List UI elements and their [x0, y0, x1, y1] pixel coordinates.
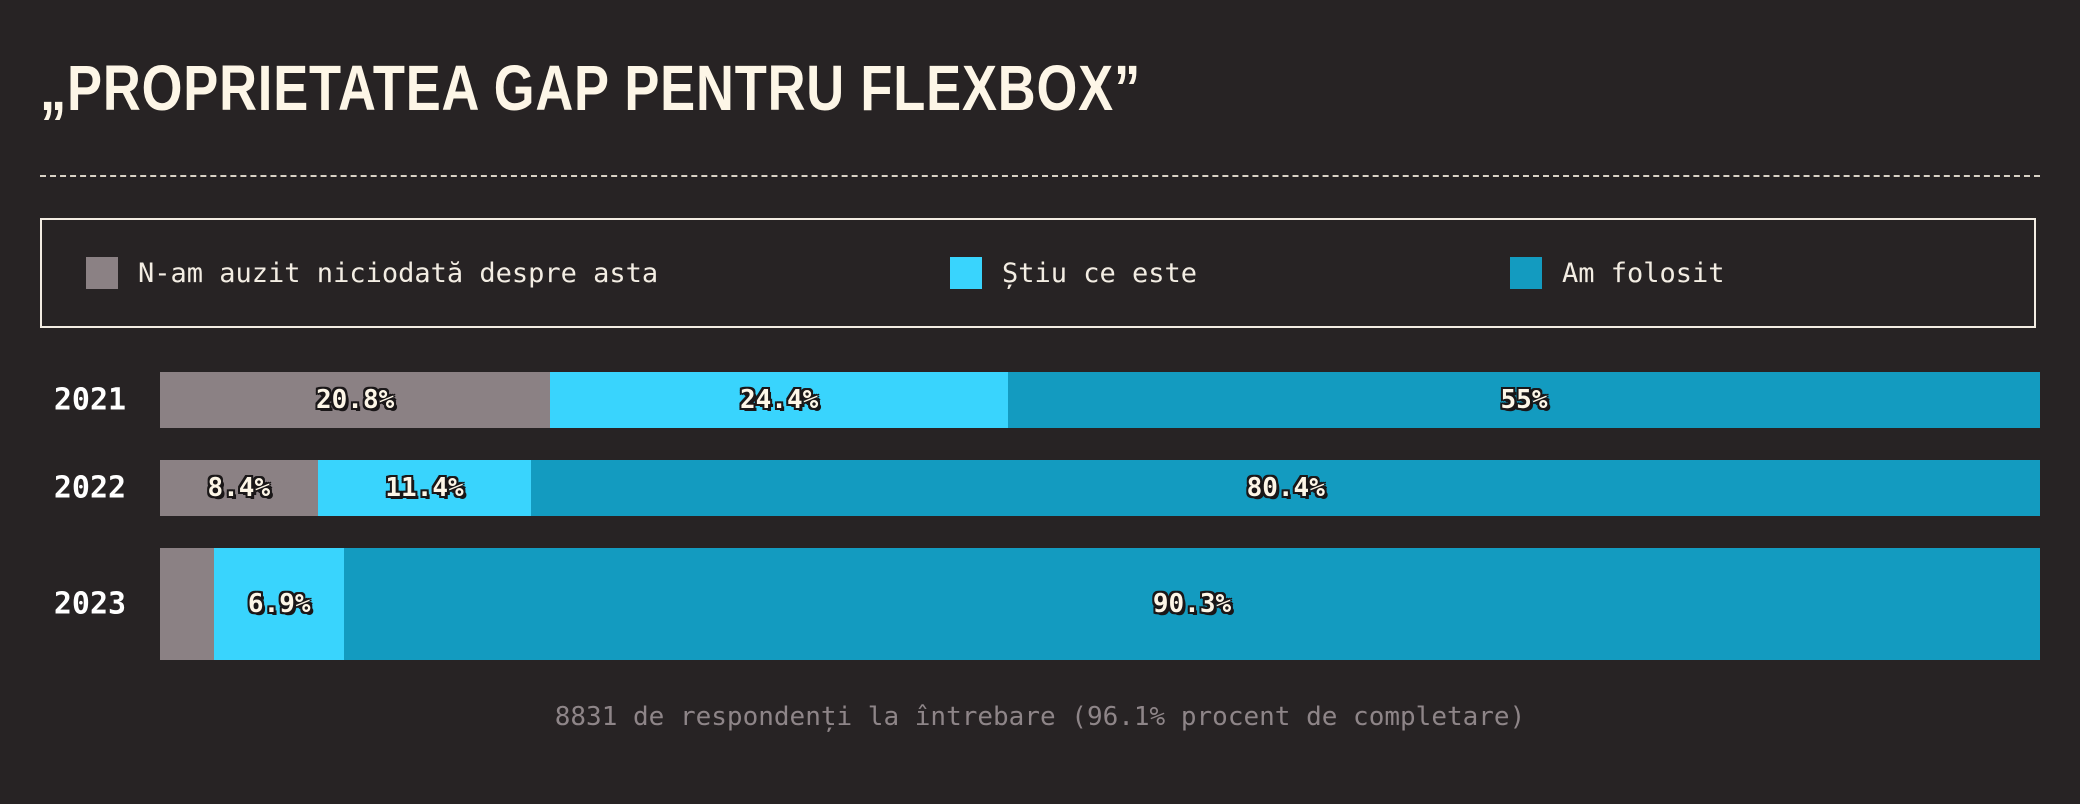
- year-label-2022: 2022: [53, 470, 127, 506]
- bar-row-2022: 8.4% 11.4% 80.4%: [160, 460, 2040, 516]
- legend-label: Știu ce este: [1002, 257, 1198, 289]
- bar-segment-2021-used-it[interactable]: 55%: [1008, 372, 2040, 428]
- legend-swatch-never-heard: [86, 257, 118, 289]
- chart-title: „PROPRIETATEA GAP PENTRU FLEXBOX”: [40, 52, 1142, 124]
- bar-segment-2023-never-heard[interactable]: [160, 548, 215, 660]
- legend-item-know-what-it-is[interactable]: Știu ce este: [950, 220, 1197, 326]
- bar-value-label: 8.4%: [207, 473, 271, 503]
- bar-row-2023: 6.9% 90.3%: [160, 548, 2040, 660]
- year-label-2021: 2021: [53, 382, 127, 418]
- legend-label: Am folosit: [1562, 257, 1725, 289]
- bar-segment-2023-used-it[interactable]: 90.3%: [344, 548, 2040, 660]
- legend-label: N-am auzit niciodată despre asta: [138, 257, 659, 289]
- bar-value-label: 11.4%: [385, 473, 464, 503]
- bar-segment-2022-know-what-it-is[interactable]: 11.4%: [317, 460, 532, 516]
- bar-value-label: 6.9%: [247, 589, 311, 619]
- year-label-2023: 2023: [53, 586, 127, 622]
- bar-segment-2021-never-heard[interactable]: 20.8%: [160, 372, 551, 428]
- legend-item-never-heard[interactable]: N-am auzit niciodată despre asta: [86, 220, 658, 326]
- legend-swatch-know-what-it-is: [950, 257, 982, 289]
- bar-value-label: 24.4%: [740, 385, 819, 415]
- bar-value-label: 80.4%: [1246, 473, 1325, 503]
- bar-row-2021: 20.8% 24.4% 55%: [160, 372, 2040, 428]
- bar-segment-2022-never-heard[interactable]: 8.4%: [160, 460, 318, 516]
- bar-value-label: 90.3%: [1152, 589, 1232, 619]
- bar-segment-2021-know-what-it-is[interactable]: 24.4%: [550, 372, 1009, 428]
- legend: N-am auzit niciodată despre asta Știu ce…: [40, 218, 2036, 328]
- legend-swatch-used-it: [1510, 257, 1542, 289]
- respondents-footnote: 8831 de respondenți la întrebare (96.1% …: [554, 702, 1526, 732]
- title-divider: [40, 175, 2040, 177]
- bar-segment-2022-used-it[interactable]: 80.4%: [531, 460, 2040, 516]
- legend-item-used-it[interactable]: Am folosit: [1510, 220, 1725, 326]
- bar-value-label: 20.8%: [315, 385, 395, 415]
- bar-value-label: 55%: [1500, 385, 1548, 415]
- bar-segment-2023-know-what-it-is[interactable]: 6.9%: [214, 548, 345, 660]
